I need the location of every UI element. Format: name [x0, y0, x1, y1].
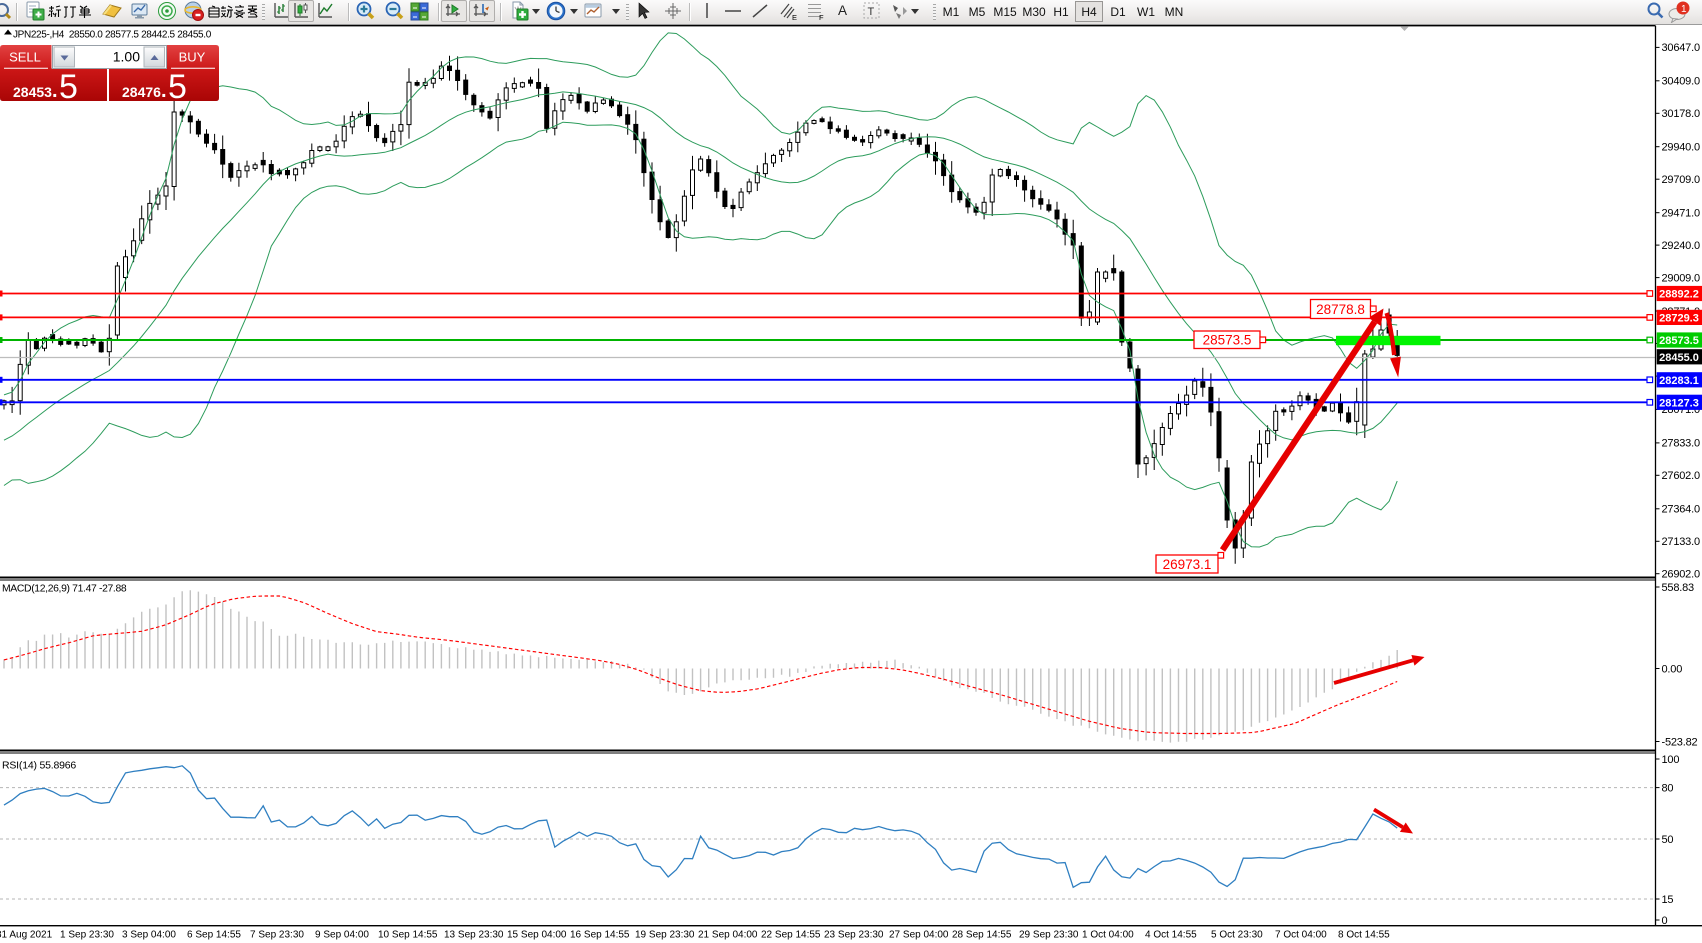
svg-text:28453: 28453: [13, 84, 52, 100]
svg-text:BUY: BUY: [179, 50, 206, 65]
svg-text:SELL: SELL: [9, 50, 41, 65]
svg-text:RSI(14) 55.8966: RSI(14) 55.8966: [2, 760, 76, 772]
svg-text:29471.0: 29471.0: [1662, 208, 1700, 220]
svg-text:28573.5: 28573.5: [1203, 333, 1252, 348]
svg-text:JPN225-,H4 28550.0 28577.5 28: JPN225-,H4 28550.0 28577.5 28442.5 28455…: [13, 30, 212, 41]
svg-text:28476: 28476: [122, 84, 161, 100]
svg-text:26902.0: 26902.0: [1662, 569, 1700, 581]
svg-text:1 Oct 04:00: 1 Oct 04:00: [1082, 930, 1134, 941]
svg-text:7 Oct 04:00: 7 Oct 04:00: [1275, 930, 1327, 941]
svg-text:F: F: [819, 13, 824, 22]
svg-text:10 Sep 14:55: 10 Sep 14:55: [378, 930, 438, 941]
svg-text:27 Sep 04:00: 27 Sep 04:00: [889, 930, 949, 941]
svg-text:5: 5: [168, 68, 187, 102]
svg-text:30178.0: 30178.0: [1662, 108, 1700, 120]
svg-text:1 Sep 23:30: 1 Sep 23:30: [60, 930, 114, 941]
svg-text:T: T: [868, 6, 875, 18]
svg-text:29709.0: 29709.0: [1662, 174, 1700, 186]
svg-text:29 Sep 23:30: 29 Sep 23:30: [1019, 930, 1079, 941]
svg-text:.: .: [161, 80, 167, 102]
svg-text:1: 1: [1681, 4, 1687, 15]
svg-text:7 Sep 23:30: 7 Sep 23:30: [250, 930, 304, 941]
svg-text:0: 0: [1662, 915, 1668, 927]
svg-text:80: 80: [1662, 782, 1674, 794]
svg-text:MACD(12,26,9) 71.47 -27.88: MACD(12,26,9) 71.47 -27.88: [2, 584, 127, 595]
svg-text:8 Oct 14:55: 8 Oct 14:55: [1338, 930, 1390, 941]
svg-text:5: 5: [59, 68, 78, 102]
svg-text:30409.0: 30409.0: [1662, 76, 1700, 88]
svg-text:0.00: 0.00: [1662, 663, 1683, 675]
svg-text:31 Aug 2021: 31 Aug 2021: [0, 930, 53, 941]
svg-text:30647.0: 30647.0: [1662, 42, 1700, 54]
svg-text:50: 50: [1662, 834, 1674, 846]
svg-text:15: 15: [1662, 894, 1674, 906]
svg-text:28778.8: 28778.8: [1316, 302, 1365, 317]
svg-text:16 Sep 14:55: 16 Sep 14:55: [570, 930, 630, 941]
svg-text:6 Sep 14:55: 6 Sep 14:55: [187, 930, 241, 941]
svg-text:27602.0: 27602.0: [1662, 470, 1700, 482]
svg-text:5 Oct 23:30: 5 Oct 23:30: [1211, 930, 1263, 941]
svg-text:22 Sep 14:55: 22 Sep 14:55: [761, 930, 821, 941]
svg-text:28283.1: 28283.1: [1659, 375, 1699, 387]
svg-text:29240.0: 29240.0: [1662, 240, 1700, 252]
svg-text:26973.1: 26973.1: [1163, 557, 1212, 572]
svg-text:558.83: 558.83: [1662, 582, 1695, 594]
svg-text:29940.0: 29940.0: [1662, 142, 1700, 154]
svg-text:28729.3: 28729.3: [1659, 313, 1699, 325]
svg-text:28455.0: 28455.0: [1659, 352, 1699, 364]
svg-text:28573.5: 28573.5: [1659, 335, 1699, 347]
svg-text:23 Sep 23:30: 23 Sep 23:30: [824, 930, 884, 941]
svg-text:4 Oct 14:55: 4 Oct 14:55: [1145, 930, 1197, 941]
svg-text:28 Sep 14:55: 28 Sep 14:55: [952, 930, 1012, 941]
svg-text:28892.2: 28892.2: [1659, 289, 1699, 301]
svg-text:9 Sep 04:00: 9 Sep 04:00: [315, 930, 369, 941]
svg-text:1.00: 1.00: [113, 49, 140, 65]
svg-text:21 Sep 04:00: 21 Sep 04:00: [698, 930, 758, 941]
svg-text:15 Sep 04:00: 15 Sep 04:00: [507, 930, 567, 941]
svg-text:28127.3: 28127.3: [1659, 398, 1699, 410]
svg-text:100: 100: [1662, 754, 1680, 766]
svg-text:27364.0: 27364.0: [1662, 504, 1700, 516]
svg-text:E: E: [792, 13, 797, 22]
svg-text:-523.82: -523.82: [1662, 736, 1698, 748]
svg-text:13 Sep 23:30: 13 Sep 23:30: [444, 930, 504, 941]
svg-text:27133.0: 27133.0: [1662, 536, 1700, 548]
svg-text:3 Sep 04:00: 3 Sep 04:00: [122, 930, 176, 941]
svg-text:.: .: [52, 80, 58, 102]
svg-text:19 Sep 23:30: 19 Sep 23:30: [635, 930, 695, 941]
svg-text:27833.0: 27833.0: [1662, 438, 1700, 450]
svg-text:29009.0: 29009.0: [1662, 272, 1700, 284]
